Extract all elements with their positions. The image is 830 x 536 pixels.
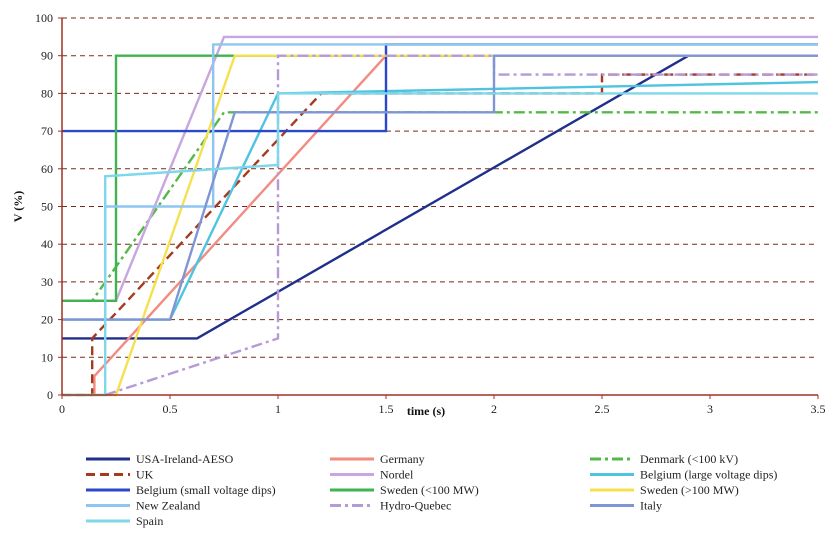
legend-label: Spain [136, 514, 163, 528]
legend-label: Belgium (large voltage dips) [640, 468, 777, 482]
series-line-8 [62, 54, 818, 397]
x-tick-label: 0.5 [163, 402, 178, 416]
x-axis-title: time (s) [407, 404, 445, 418]
legend-label: Sweden (<100 MW) [380, 483, 479, 497]
series-line-11 [62, 54, 818, 321]
y-tick-label: 60 [41, 162, 53, 176]
x-tick-label: 1.5 [379, 402, 394, 416]
series-line-0 [62, 54, 818, 340]
y-tick-label: 0 [47, 388, 53, 402]
y-tick-label: 100 [35, 11, 53, 25]
legend-label: Belgium (small voltage dips) [136, 483, 276, 497]
legend: USA-Ireland-AESO Germany Denmark (<100 kV)… [86, 452, 777, 528]
y-tick-label: 10 [41, 350, 53, 364]
y-tick-label: 70 [41, 124, 53, 138]
legend-label: Italy [640, 499, 662, 513]
legend-label: Denmark (<100 kV) [640, 452, 738, 466]
series-lines [62, 35, 819, 397]
legend-label: Nordel [380, 468, 414, 482]
legend-label: Germany [380, 452, 425, 466]
x-tick-label: 2 [491, 402, 497, 416]
legend-label: New Zealand [136, 499, 200, 513]
legend-label: Sweden (>100 MW) [640, 483, 739, 497]
series-line-9 [62, 43, 818, 321]
y-tick-label: 80 [41, 86, 53, 100]
legend-label: USA-Ireland-AESO [136, 452, 234, 466]
y-tick-label: 20 [41, 313, 53, 327]
x-tick-label: 2.5 [595, 402, 610, 416]
y-tick-label: 30 [41, 275, 53, 289]
y-tick-labels: 0 10 20 30 40 50 60 70 80 90 100 [35, 11, 62, 402]
y-axis-title: V (%) [11, 191, 25, 222]
y-tick-label: 90 [41, 49, 53, 63]
x-tick-label: 3.5 [811, 402, 826, 416]
x-tick-label: 3 [707, 402, 713, 416]
x-tick-labels: 0 0.5 1 1.5 2 2.5 3 3.5 [59, 395, 826, 416]
legend-label: UK [136, 468, 154, 482]
y-tick-label: 50 [41, 200, 53, 214]
y-tick-label: 40 [41, 237, 53, 251]
series-line-5 [62, 80, 819, 321]
series-line-1 [93, 54, 818, 395]
series-line-10 [104, 54, 818, 397]
series-line-6 [62, 43, 818, 133]
x-tick-label: 0 [59, 402, 65, 416]
x-tick-label: 1 [275, 402, 281, 416]
series-line-3 [62, 73, 818, 397]
legend-label: Hydro-Quebec [380, 499, 451, 513]
